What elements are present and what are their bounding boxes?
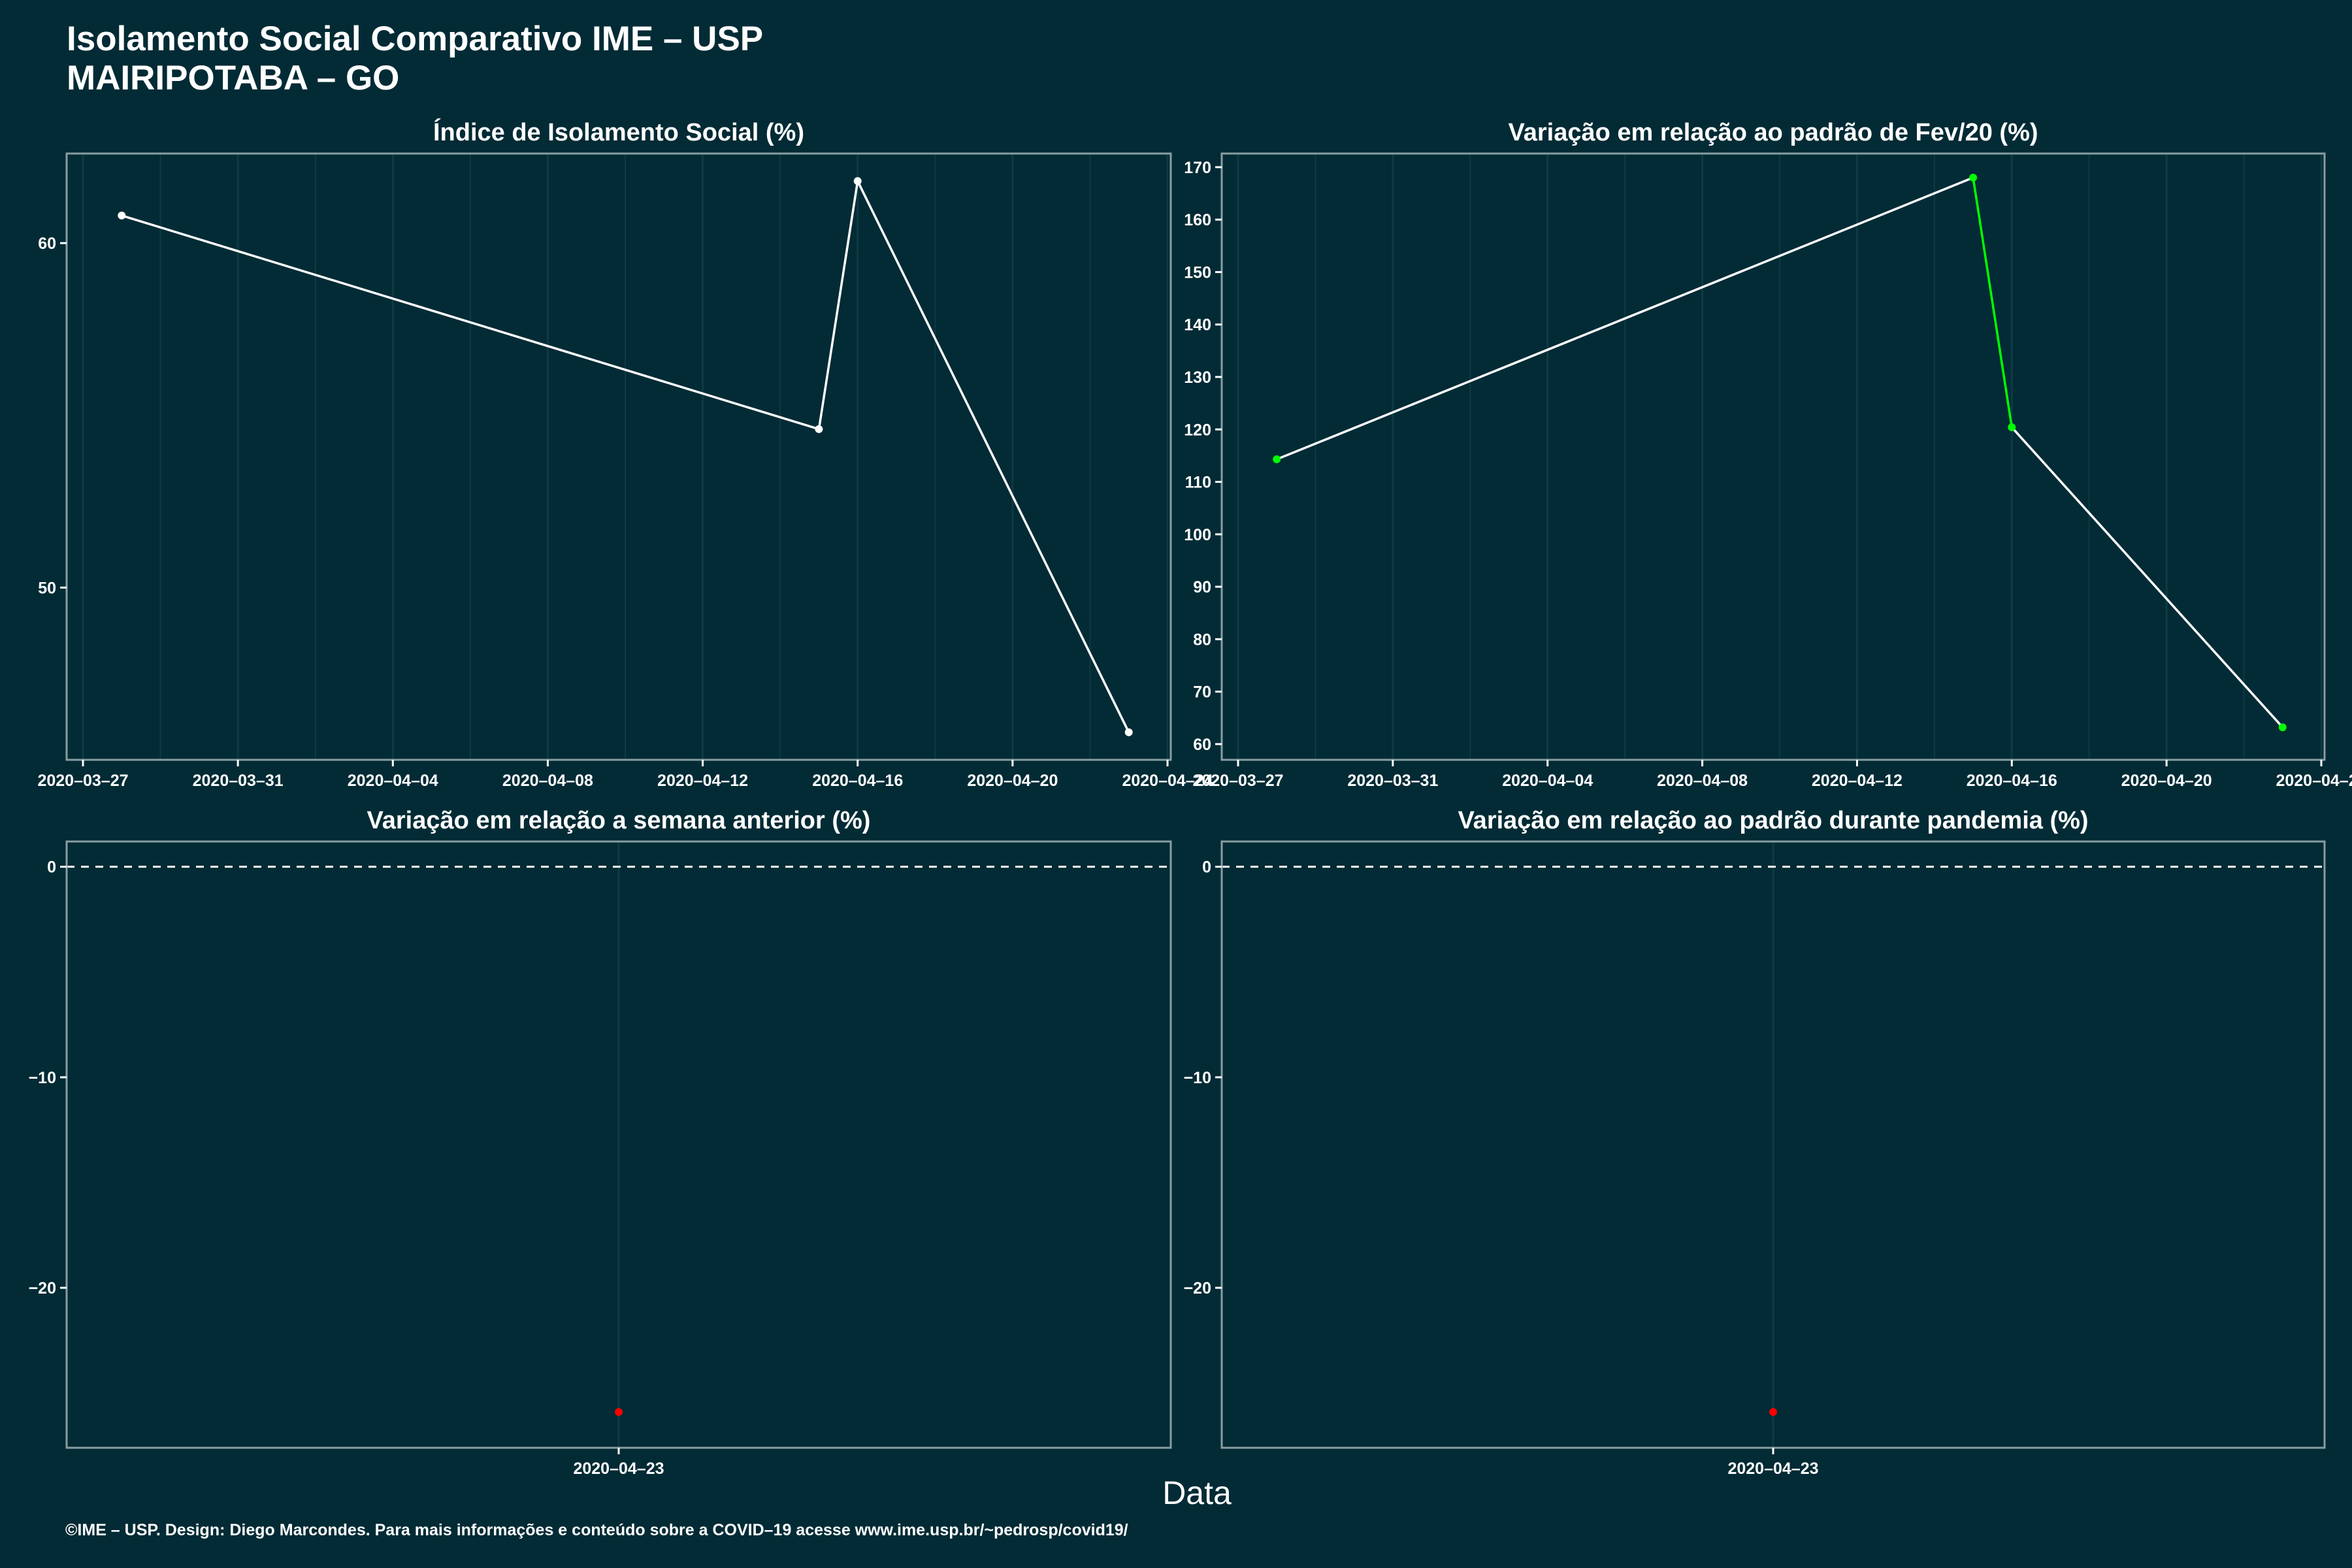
y-tick-label: 150 — [1184, 263, 1211, 282]
plot-border — [65, 152, 1172, 761]
x-tick-label: 2020–03–27 — [1192, 772, 1283, 790]
y-tick-label: 70 — [1193, 683, 1211, 702]
y-tick-label: 90 — [1193, 578, 1211, 596]
data-point — [1969, 173, 1978, 182]
y-tick-label: 60 — [1193, 736, 1211, 754]
data-point — [815, 425, 823, 433]
x-tick-label: 2020–03–31 — [193, 772, 284, 790]
footer-credit: ©IME – USP. Design: Diego Marcondes. Par… — [65, 1521, 1128, 1539]
x-tick-label: 2020–04–20 — [967, 772, 1058, 790]
y-tick-label: 100 — [1184, 526, 1211, 544]
y-tick-label: 0 — [47, 858, 56, 877]
panel-title: Variação em relação a semana anterior (%… — [367, 807, 871, 834]
series-line-segment — [121, 214, 819, 431]
y-tick-label: 120 — [1184, 421, 1211, 439]
plot-background — [1222, 154, 2325, 760]
y-tick-label: 0 — [1202, 858, 1211, 877]
y-tick-label: 110 — [1185, 474, 1211, 492]
page-title: Isolamento Social Comparativo IME – USP — [67, 20, 764, 58]
x-tick-label: 2020–04–24 — [1122, 772, 1213, 790]
y-tick-label: −20 — [1184, 1279, 1211, 1298]
y-tick-label: 50 — [38, 579, 56, 597]
x-tick-label: 2020–04–04 — [1502, 772, 1593, 790]
y-tick-label: 170 — [1184, 159, 1211, 177]
page-subtitle: MAIRIPOTABA – GO — [67, 59, 400, 97]
chart-panel-2: Variação em relação ao padrão de Fev/20 … — [1184, 119, 2352, 790]
y-tick-label: −10 — [1184, 1069, 1211, 1087]
x-tick-label: 2020–04–12 — [657, 772, 748, 790]
chart-panel-1: Índice de Isolamento Social (%) 50 60 2020–… — [37, 118, 1213, 790]
x-tick-label: 2020–04–08 — [1657, 772, 1748, 790]
panel-title: Variação em relação ao padrão durante pa… — [1458, 807, 2088, 834]
x-tick-label: 2020–04–08 — [502, 772, 593, 790]
y-tick-label: 130 — [1184, 368, 1211, 387]
plot-border — [1220, 152, 2326, 761]
data-point — [1273, 455, 1281, 464]
chart-panel-3: Variação em relação a semana anterior (%… — [29, 807, 1172, 1478]
data-point — [2008, 423, 2016, 432]
series-line-segment — [1276, 176, 1974, 461]
y-tick-label: 80 — [1193, 630, 1211, 649]
x-tick-label: 2020–04–20 — [2121, 772, 2212, 790]
plot-background — [67, 154, 1171, 760]
panel-title: Variação em relação ao padrão de Fev/20 … — [1508, 119, 2038, 146]
x-tick-label: 2020–04–16 — [1967, 772, 2057, 790]
x-tick-label: 2020–04–24 — [2276, 772, 2352, 790]
data-point — [1769, 1408, 1777, 1416]
y-tick-label: 140 — [1184, 316, 1211, 335]
y-tick-label: −10 — [29, 1069, 56, 1087]
data-point — [615, 1408, 623, 1416]
chart-panel-4: Variação em relação ao padrão durante pa… — [1184, 807, 2326, 1478]
y-tick-label: −20 — [29, 1279, 56, 1298]
x-tick-label: 2020–04–23 — [573, 1460, 664, 1478]
series-line-segment — [2010, 426, 2284, 728]
series-line-segment — [857, 180, 1130, 733]
x-tick-label: 2020–04–23 — [1727, 1460, 1818, 1478]
x-tick-label: 2020–04–04 — [348, 772, 438, 790]
x-tick-label: 2020–04–16 — [812, 772, 903, 790]
x-tick-label: 2020–03–27 — [37, 772, 128, 790]
x-tick-label: 2020–04–12 — [1812, 772, 1903, 790]
data-point — [1124, 728, 1133, 736]
data-point — [118, 211, 126, 220]
x-tick-label: 2020–03–31 — [1347, 772, 1438, 790]
data-point — [2278, 723, 2287, 732]
x-axis-label: Data — [1162, 1475, 1232, 1511]
data-point — [853, 177, 862, 186]
y-tick-label: 60 — [38, 235, 56, 253]
series-line-segment — [1972, 177, 2014, 428]
series-line-segment — [817, 180, 859, 430]
y-tick-label: 160 — [1184, 211, 1211, 229]
panel-title: Índice de Isolamento Social (%) — [433, 118, 804, 146]
